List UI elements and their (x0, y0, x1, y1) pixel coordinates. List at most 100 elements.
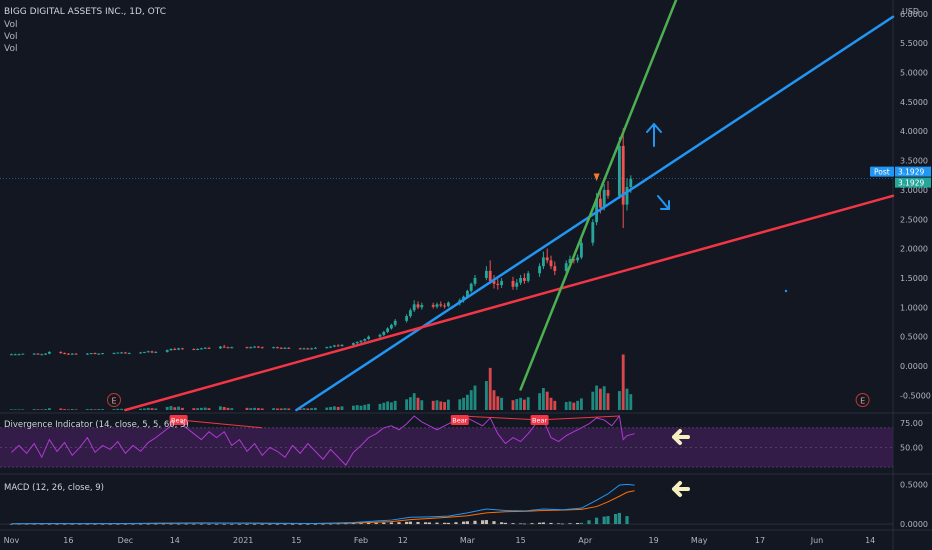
candle-body[interactable] (97, 353, 101, 355)
candle-body[interactable] (310, 348, 314, 350)
candle-body[interactable] (101, 353, 105, 355)
last-price-tag[interactable] (895, 177, 931, 188)
candle-body[interactable] (446, 302, 450, 307)
candle-body[interactable] (253, 346, 257, 348)
candle-body[interactable] (549, 260, 553, 267)
candle-body[interactable] (173, 348, 177, 350)
candle-body[interactable] (363, 338, 367, 341)
candle-body[interactable] (625, 186, 629, 205)
candle-body[interactable] (249, 347, 253, 349)
candle-body[interactable] (306, 348, 310, 350)
candle-body[interactable] (412, 304, 416, 311)
macd-pane[interactable] (0, 481, 893, 525)
candle-body[interactable] (40, 354, 44, 356)
candle-body[interactable] (564, 263, 568, 271)
post-tag[interactable] (870, 166, 894, 177)
candle-body[interactable] (386, 328, 390, 332)
candle-body[interactable] (629, 178, 633, 187)
candle-body[interactable] (165, 350, 169, 352)
candle-body[interactable] (298, 348, 302, 350)
candle-body[interactable] (439, 304, 443, 306)
candle-body[interactable] (340, 344, 344, 347)
candle-body[interactable] (207, 347, 211, 349)
candle-body[interactable] (203, 347, 207, 349)
candle-body[interactable] (85, 353, 89, 355)
candle-body[interactable] (116, 352, 120, 354)
candle-body[interactable] (351, 343, 355, 345)
trendline[interactable] (295, 15, 895, 412)
candle-body[interactable] (63, 353, 67, 355)
candle-body[interactable] (218, 346, 222, 349)
candle-body[interactable] (313, 347, 317, 349)
candle-body[interactable] (553, 266, 557, 271)
candle-body[interactable] (541, 257, 545, 267)
candle-body[interactable] (180, 348, 184, 350)
candle-body[interactable] (621, 145, 625, 205)
candle-body[interactable] (150, 351, 154, 353)
candle-body[interactable] (21, 353, 25, 355)
candle-body[interactable] (74, 353, 78, 355)
candle-body[interactable] (526, 273, 530, 281)
candle-body[interactable] (538, 266, 542, 274)
arrow-down-right-icon[interactable] (657, 195, 670, 210)
post-price-tag[interactable] (895, 166, 931, 177)
candle-body[interactable] (245, 347, 249, 349)
candle-body[interactable] (359, 340, 363, 342)
candle-body[interactable] (591, 222, 595, 243)
bear-tag[interactable] (530, 415, 549, 425)
candle-body[interactable] (192, 348, 196, 350)
candle-body[interactable] (230, 347, 234, 349)
candle-body[interactable] (617, 145, 621, 196)
candle-body[interactable] (17, 354, 21, 356)
arrow-up-icon[interactable] (646, 122, 662, 147)
candle-body[interactable] (336, 345, 340, 347)
candle-body[interactable] (473, 277, 477, 284)
candle-body[interactable] (469, 283, 473, 291)
candle-body[interactable] (66, 353, 70, 355)
candle-body[interactable] (256, 346, 260, 348)
candle-body[interactable] (47, 351, 51, 354)
annotation-arrow-left-icon[interactable] (672, 481, 690, 497)
candle-body[interactable] (488, 270, 492, 281)
candle-body[interactable] (545, 257, 549, 261)
annotation-arrow-left-icon[interactable] (672, 429, 690, 445)
candle-body[interactable] (302, 348, 306, 350)
candle-body[interactable] (496, 283, 500, 285)
candle-body[interactable] (142, 351, 146, 353)
candle-body[interactable] (408, 310, 412, 317)
candle-body[interactable] (93, 353, 97, 355)
candle-body[interactable] (522, 277, 526, 281)
candle-body[interactable] (443, 305, 447, 307)
candle-body[interactable] (272, 347, 276, 349)
candle-body[interactable] (572, 259, 576, 261)
candle-body[interactable] (139, 352, 143, 354)
candle-body[interactable] (127, 353, 131, 355)
candle-body[interactable] (32, 353, 36, 355)
candle-body[interactable] (595, 198, 599, 223)
candle-body[interactable] (465, 290, 469, 297)
trendline[interactable] (124, 194, 895, 412)
candle-body[interactable] (196, 348, 200, 350)
candle-body[interactable] (169, 348, 173, 351)
candle-body[interactable] (123, 352, 127, 354)
macd-signal-line[interactable] (11, 490, 635, 525)
candle-body[interactable] (598, 198, 602, 208)
candle-body[interactable] (120, 352, 124, 354)
candle-body[interactable] (329, 346, 333, 348)
candle-body[interactable] (279, 347, 283, 349)
earnings-marker[interactable] (107, 393, 121, 407)
candle-body[interactable] (355, 341, 359, 344)
candle-body[interactable] (222, 346, 226, 348)
candle-body[interactable] (70, 353, 74, 355)
candle-body[interactable] (606, 189, 610, 196)
candle-body[interactable] (393, 320, 397, 325)
candle-body[interactable] (89, 353, 93, 355)
candle-body[interactable] (36, 353, 40, 355)
trendline[interactable] (519, 0, 678, 391)
candle-body[interactable] (576, 257, 580, 261)
candle-body[interactable] (435, 304, 439, 307)
candle-body[interactable] (500, 280, 504, 285)
candle-body[interactable] (146, 351, 150, 353)
candle-body[interactable] (431, 304, 435, 307)
candle-body[interactable] (177, 348, 181, 350)
